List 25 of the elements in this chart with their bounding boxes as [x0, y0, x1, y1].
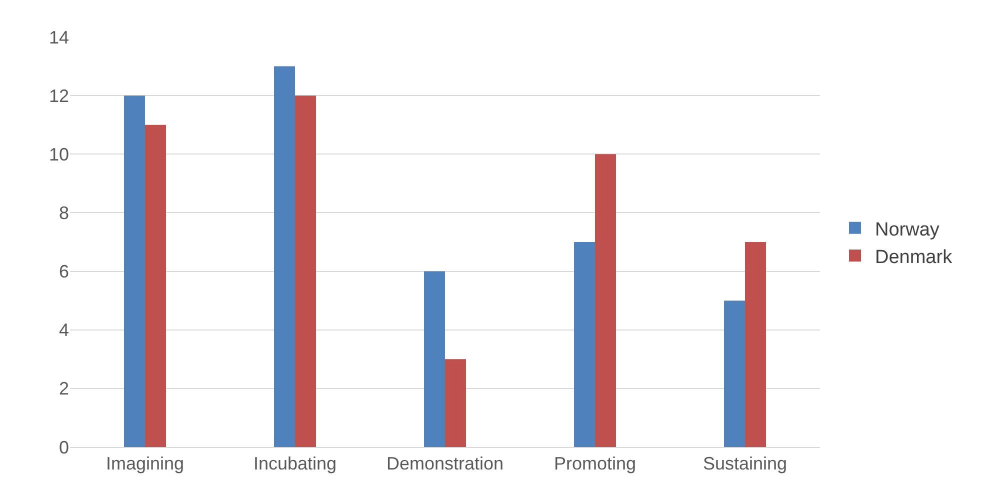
x-tick-label: Incubating: [253, 454, 337, 474]
legend-label: Denmark: [875, 246, 953, 268]
x-tick-label: Promoting: [554, 454, 636, 474]
bar: [745, 242, 766, 447]
bar: [295, 96, 316, 447]
bar: [574, 242, 595, 447]
bar: [145, 124, 166, 447]
bar: [274, 66, 295, 447]
y-tick-label: 14: [48, 27, 69, 48]
bar: [445, 359, 466, 447]
x-tick-label: Sustaining: [702, 454, 788, 474]
bar: [724, 300, 745, 447]
bar: [595, 154, 616, 447]
bar: [124, 96, 145, 447]
y-tick-label: 4: [58, 320, 69, 340]
bar: [424, 271, 445, 447]
x-tick-label: Demonstration: [386, 454, 504, 474]
y-tick-label: 2: [58, 378, 69, 399]
y-tick-label: 0: [58, 437, 69, 458]
y-tick-label: 12: [48, 86, 69, 106]
y-tick-label: 6: [58, 262, 69, 282]
legend-label: Norway: [875, 219, 940, 240]
y-tick-label: 8: [58, 203, 69, 224]
y-tick-label: 10: [48, 144, 69, 164]
x-tick-label: Imagining: [106, 454, 184, 474]
